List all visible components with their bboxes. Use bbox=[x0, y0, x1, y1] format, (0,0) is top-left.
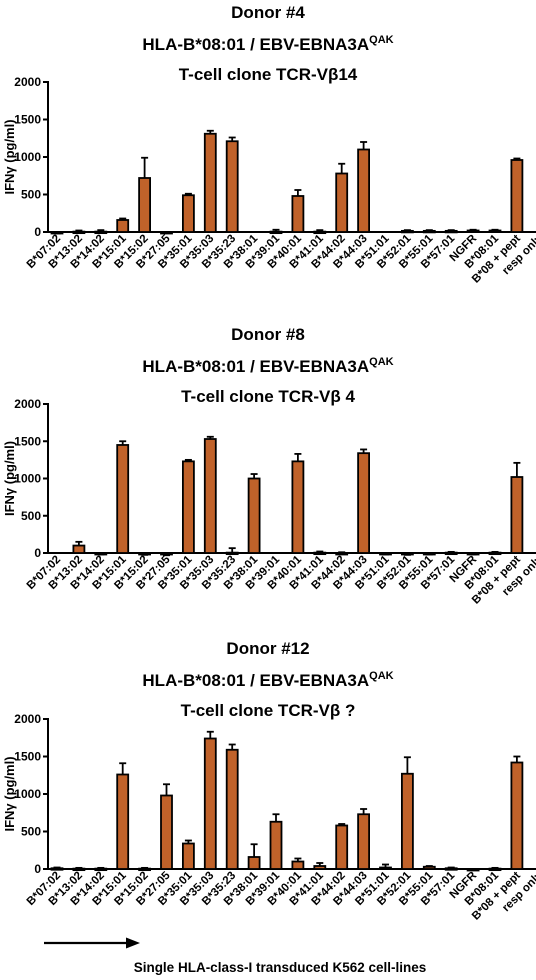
y-tick-label: 0 bbox=[34, 225, 41, 239]
chart-subtitle-text: HLA-B*08:01 / EBV-EBNA3A bbox=[142, 35, 369, 54]
chart-title: Donor #4 bbox=[231, 3, 305, 22]
bar bbox=[247, 856, 261, 870]
y-tick-label: 0 bbox=[34, 862, 41, 876]
bar bbox=[181, 460, 195, 554]
bar bbox=[225, 748, 239, 870]
bar bbox=[422, 865, 436, 870]
chart-panel-2: Donor #8 HLA-B*08:01 / EBV-EBNA3AQAK T-cel… bbox=[2, 325, 536, 607]
bar bbox=[510, 476, 524, 554]
bar bbox=[291, 860, 305, 870]
bar bbox=[357, 813, 371, 870]
chart-panel-3: Donor #12 HLA-B*08:01 / EBV-EBNA3AQAK T-ce… bbox=[2, 639, 536, 923]
chart-subtitle-text: HLA-B*08:01 / EBV-EBNA3A bbox=[142, 671, 369, 690]
bar bbox=[203, 132, 217, 233]
bar bbox=[269, 820, 283, 870]
bar bbox=[357, 148, 371, 233]
footer-label: Single HLA-class-I transduced K562 cell-… bbox=[134, 960, 427, 975]
bar bbox=[466, 229, 480, 233]
chart-panel-1: Donor #4 HLA-B*08:01 / EBV-EBNA3AQAK T-cel… bbox=[2, 3, 536, 286]
bar bbox=[400, 772, 414, 870]
bar bbox=[138, 177, 152, 233]
bar bbox=[203, 438, 217, 554]
bar bbox=[291, 195, 305, 233]
bar bbox=[116, 773, 130, 870]
bar bbox=[116, 444, 130, 554]
bar bbox=[116, 219, 130, 233]
y-tick-label: 1000 bbox=[14, 150, 41, 164]
bar bbox=[72, 544, 86, 554]
bar bbox=[203, 737, 217, 870]
footer-arrow-head bbox=[126, 937, 140, 949]
y-axis-label: IFNγ (pg/ml) bbox=[2, 119, 17, 194]
chart-subtitle: HLA-B*08:01 / EBV-EBNA3AQAK bbox=[142, 34, 393, 54]
y-tick-label: 500 bbox=[21, 825, 41, 839]
y-axis-label: IFNγ (pg/ml) bbox=[2, 756, 17, 831]
footer: Single HLA-class-I transduced K562 cell-… bbox=[44, 937, 427, 975]
bar bbox=[335, 172, 349, 233]
bar bbox=[181, 194, 195, 233]
y-tick-label: 2000 bbox=[14, 397, 41, 411]
y-tick-label: 1500 bbox=[14, 750, 41, 764]
y-tick-label: 2000 bbox=[14, 75, 41, 89]
bar bbox=[400, 229, 414, 234]
bar bbox=[444, 867, 458, 871]
chart-clone-label: T-cell clone TCR-Vβ14 bbox=[179, 65, 358, 84]
chart-subtitle-superscript: QAK bbox=[369, 356, 394, 368]
bar bbox=[422, 229, 436, 234]
y-axis-label: IFNγ (pg/ml) bbox=[2, 441, 17, 516]
y-tick-label: 1500 bbox=[14, 434, 41, 448]
bar bbox=[313, 865, 327, 870]
chart-title: Donor #8 bbox=[231, 325, 305, 344]
bar bbox=[160, 794, 173, 870]
bar bbox=[291, 460, 305, 554]
bar bbox=[510, 159, 524, 233]
y-tick-label: 500 bbox=[21, 188, 41, 202]
chart-subtitle: HLA-B*08:01 / EBV-EBNA3AQAK bbox=[142, 356, 393, 376]
chart-subtitle-superscript: QAK bbox=[369, 670, 394, 682]
chart-subtitle-superscript: QAK bbox=[369, 34, 394, 46]
chart-title: Donor #12 bbox=[226, 639, 309, 658]
bar bbox=[510, 761, 524, 870]
bar bbox=[181, 842, 195, 870]
bar bbox=[50, 867, 64, 871]
chart-clone-label: T-cell clone TCR-Vβ 4 bbox=[181, 387, 355, 406]
y-tick-label: 1000 bbox=[14, 787, 41, 801]
y-tick-label: 2000 bbox=[14, 712, 41, 726]
chart-subtitle-text: HLA-B*08:01 / EBV-EBNA3A bbox=[142, 357, 369, 376]
bar bbox=[379, 866, 392, 870]
y-tick-label: 1500 bbox=[14, 113, 41, 127]
chart-subtitle: HLA-B*08:01 / EBV-EBNA3AQAK bbox=[142, 670, 393, 690]
bar bbox=[335, 824, 349, 870]
y-tick-label: 1000 bbox=[14, 472, 41, 486]
bar bbox=[357, 452, 371, 554]
y-tick-label: 500 bbox=[21, 509, 41, 523]
bar bbox=[225, 140, 239, 233]
chart-clone-label: T-cell clone TCR-Vβ ? bbox=[181, 701, 356, 720]
y-tick-label: 0 bbox=[34, 546, 41, 560]
bar bbox=[247, 477, 261, 554]
bar bbox=[488, 229, 502, 233]
bar bbox=[444, 229, 458, 234]
